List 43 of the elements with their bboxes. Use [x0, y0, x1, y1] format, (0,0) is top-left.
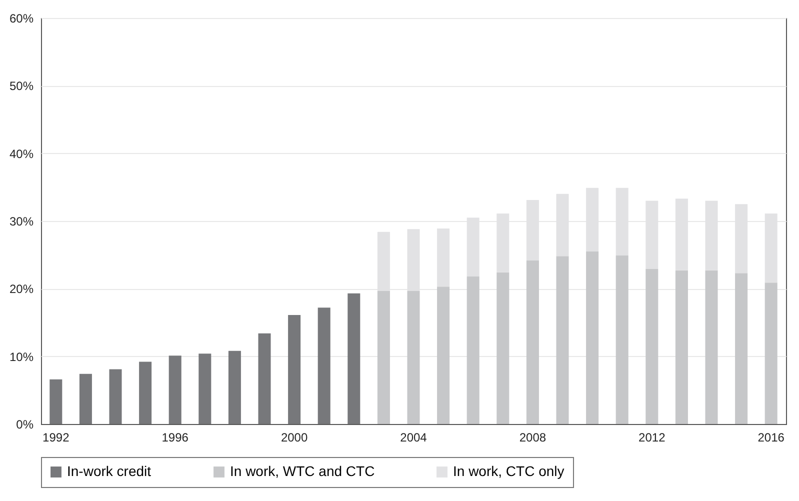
bar [496, 272, 510, 424]
bar [288, 315, 301, 424]
bar [764, 282, 778, 424]
x-tick-label: 2004 [400, 430, 428, 444]
x-tick-label: 2016 [758, 430, 785, 444]
y-tick-label: 20% [9, 282, 34, 296]
y-tick-label: 0% [16, 418, 34, 432]
bar [377, 290, 390, 424]
bar [526, 260, 539, 424]
bar [139, 362, 152, 424]
bar [735, 273, 748, 424]
bar [228, 350, 241, 424]
bar [50, 379, 62, 424]
y-tick-label: 50% [9, 79, 34, 94]
x-tick-label: 2012 [638, 430, 666, 444]
bar [437, 286, 450, 424]
bar [407, 290, 420, 424]
bar [616, 256, 628, 424]
bar [705, 270, 718, 424]
x-tick-label: 2008 [519, 430, 546, 444]
legend-label: In-work credit [67, 463, 152, 479]
y-tick-label: 60% [9, 12, 34, 26]
bar [556, 256, 569, 424]
legend-label: In work, CTC only [453, 463, 564, 479]
bar [466, 276, 480, 424]
bar [79, 374, 92, 424]
bar [348, 293, 360, 424]
y-tick-label: 40% [9, 146, 34, 161]
y-tick-label: 30% [9, 214, 34, 228]
x-tick-label: 1996 [162, 430, 189, 444]
legend-label: In work, WTC and CTC [230, 463, 375, 479]
bar [675, 270, 688, 424]
bar [258, 333, 271, 424]
y-tick-label: 10% [9, 350, 34, 364]
bar [198, 354, 212, 424]
bar [646, 269, 658, 424]
x-tick-label: 1992 [42, 430, 70, 444]
bar [586, 251, 599, 424]
bar [168, 356, 182, 424]
x-tick-label: 2000 [280, 430, 308, 444]
bar [437, 228, 450, 287]
bar [109, 369, 122, 424]
bar [318, 308, 330, 424]
